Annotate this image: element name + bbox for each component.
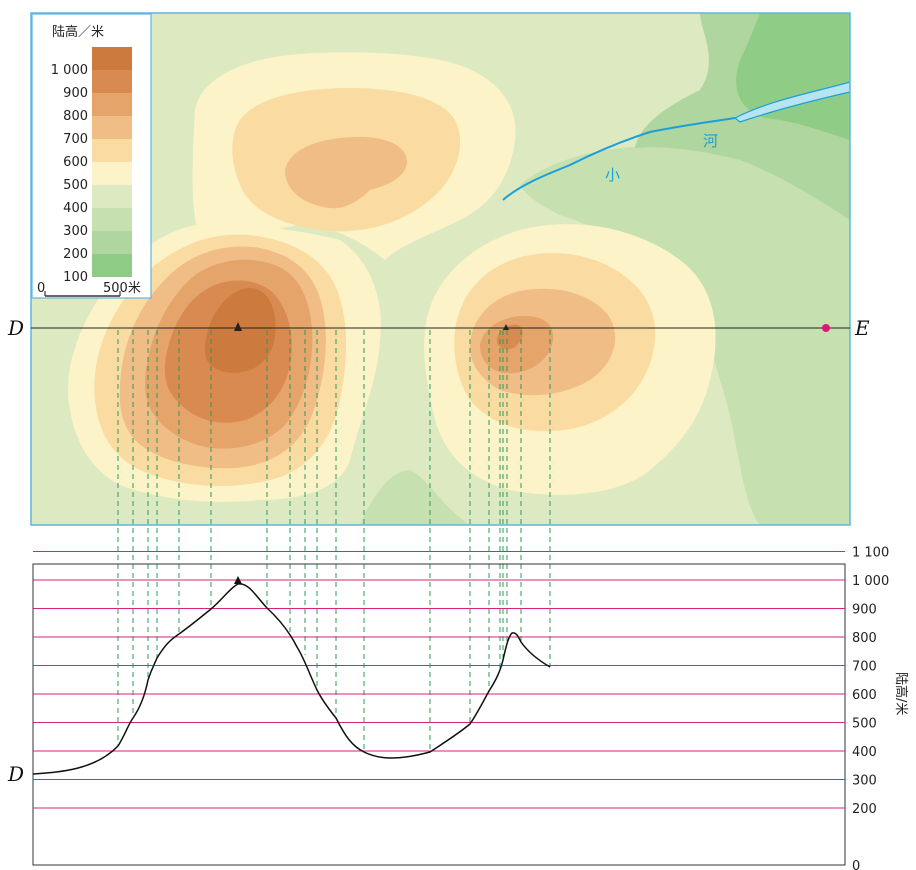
- legend-label-1: 900: [63, 86, 88, 101]
- profile-tick-labels: 1 100 1 000 900 800 700 600 500 400 300 200 0: [852, 546, 889, 870]
- point-D-label: D: [7, 316, 24, 340]
- profile-tick-label-9: 200: [852, 802, 877, 817]
- profile-axis-label: 陆高/米: [893, 672, 909, 715]
- profile-tick-label-8: 300: [852, 774, 877, 789]
- legend-swatch-0: [92, 47, 132, 70]
- elevation-profile: 1 100 1 000 900 800 700 600 500 400 300 200 0 D 陆高…: [7, 546, 909, 870]
- profile-curve: [33, 584, 550, 774]
- profile-tick-label-2: 900: [852, 603, 877, 618]
- profile-start-label: D: [7, 762, 24, 786]
- profile-tick-label-10: 0: [852, 859, 860, 870]
- profile-tick-label-3: 800: [852, 631, 877, 646]
- legend-box: [32, 14, 151, 298]
- river-label-char-2: 河: [703, 132, 718, 150]
- legend-swatch-3: [92, 116, 132, 139]
- legend-swatch-7: [92, 208, 132, 231]
- profile-tick-label-4: 700: [852, 660, 877, 675]
- scale-distance-label: 500米: [103, 281, 141, 296]
- river-label-char-1: 小: [605, 166, 620, 184]
- legend-swatch-1: [92, 70, 132, 93]
- legend-swatch-8: [92, 231, 132, 254]
- scale-zero-label: 0: [37, 281, 45, 296]
- point-E-marker: [822, 324, 830, 332]
- profile-tick-label-7: 400: [852, 745, 877, 760]
- legend-label-0: 1 000: [51, 63, 88, 78]
- profile-tick-label-5: 600: [852, 688, 877, 703]
- profile-tick-label-6: 500: [852, 717, 877, 732]
- profile-frame: [33, 564, 845, 865]
- legend-swatch-2: [92, 93, 132, 116]
- legend-swatches: [92, 47, 132, 277]
- point-E-label: E: [854, 316, 870, 340]
- legend-label-4: 600: [63, 155, 88, 170]
- profile-tick-label-0: 1 100: [852, 546, 889, 561]
- legend-swatch-9: [92, 254, 132, 277]
- legend-label-9: 100: [63, 270, 88, 285]
- profile-tick-label-1: 1 000: [852, 574, 889, 589]
- legend-label-3: 700: [63, 132, 88, 147]
- legend-label-2: 800: [63, 109, 88, 124]
- legend-label-7: 300: [63, 224, 88, 239]
- legend-label-5: 500: [63, 178, 88, 193]
- legend-swatch-5: [92, 162, 132, 185]
- legend-title: 陆高／米: [52, 24, 104, 40]
- legend-label-6: 400: [63, 201, 88, 216]
- legend-label-8: 200: [63, 247, 88, 262]
- profile-gridlines: [33, 552, 845, 809]
- legend-swatch-4: [92, 139, 132, 162]
- legend-swatch-6: [92, 185, 132, 208]
